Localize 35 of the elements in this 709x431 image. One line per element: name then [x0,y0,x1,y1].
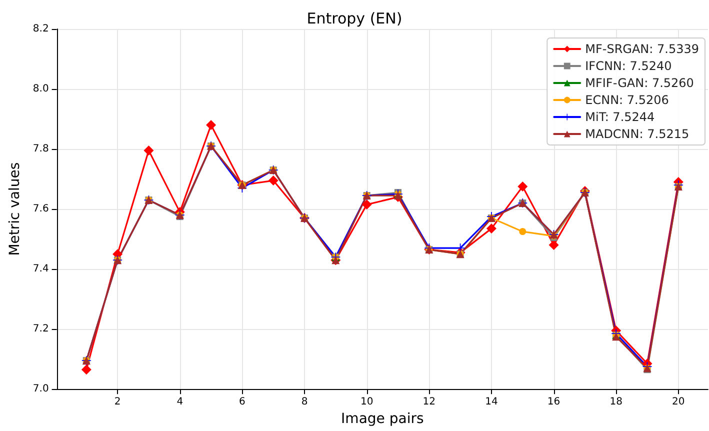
y-tick-label: 7.0 [32,384,49,395]
x-axis-title: Image pairs [341,411,424,427]
x-tick-label: 16 [547,396,560,408]
y-tick-label: 7.2 [32,324,49,335]
legend-label: IFCNN: 7.5240 [585,59,672,73]
point [362,200,372,210]
x-tick-label: 12 [422,396,436,408]
x-tick-label: 14 [485,396,498,408]
legend-label: ECNN: 7.5206 [585,93,669,107]
y-tick-label: 7.4 [32,264,49,275]
legend-label: MFIF-GAN: 7.5260 [585,76,694,90]
y-tick-label: 8.2 [32,24,49,34]
x-tick-label: 4 [176,396,184,408]
chart-title: Entropy (EN) [306,10,402,28]
legend-label: MADCNN: 7.5215 [585,127,690,141]
point [486,224,496,234]
legend-label: MF-SRGAN: 7.5339 [585,42,700,56]
point [81,364,92,375]
y-tick-label: 7.6 [32,204,49,215]
legend-label: MiT: 7.5244 [585,110,655,124]
point [268,176,278,186]
x-tick-label: 8 [301,396,308,408]
point [518,182,528,192]
y-tick-label: 7.8 [32,144,49,155]
x-tick-label: 20 [672,396,685,408]
x-tick-label: 6 [239,396,246,408]
point [206,120,216,130]
x-tick-label: 10 [360,396,374,408]
point [548,240,559,250]
point [519,228,526,236]
point [144,146,154,156]
y-axis-title: Metric values [7,162,23,256]
x-tick-label: 18 [610,396,622,408]
x-tick-label: 2 [114,396,121,408]
y-tick-label: 8.0 [32,84,49,95]
